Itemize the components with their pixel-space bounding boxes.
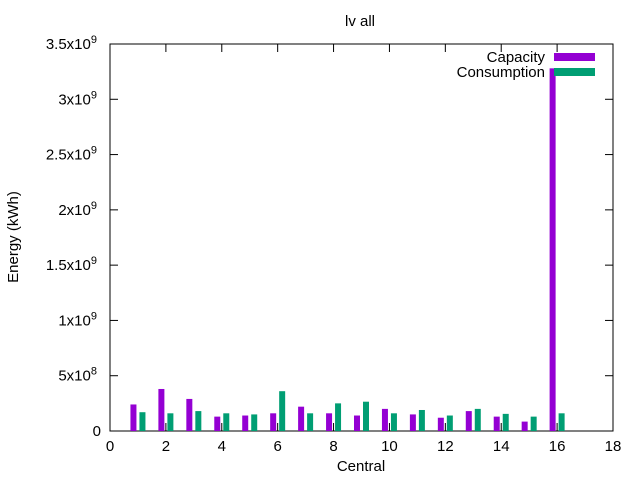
x-tick-label: 6 [273,438,281,455]
y-tick-label: 0 [93,423,101,440]
bar-consumption [279,391,286,431]
x-tick-label: 2 [162,438,170,455]
bar-consumption [502,413,509,431]
y-tick-exponent: 9 [91,200,97,212]
y-tick-label: 3x109 [58,89,97,108]
legend-swatch [554,68,595,76]
x-tick-label: 16 [549,438,566,455]
bar-capacity [437,417,444,431]
bar-consumption [195,411,202,431]
x-axis: 0 2 4 6 8 10 12 14 16 18 [106,44,622,455]
x-tick-label: 18 [605,438,622,455]
legend-swatch [554,53,595,61]
bar-consumption [446,415,453,431]
y-tick-exponent: 9 [91,255,97,267]
bar-consumption [167,413,174,431]
bar-consumption [558,413,565,431]
y-tick-exponent: 9 [91,34,97,46]
bar-capacity [465,411,472,431]
bar-consumption [251,414,258,431]
bar-capacity [521,421,528,431]
x-tick-label: 4 [218,438,226,455]
x-tick-label: 12 [437,438,454,455]
y-axis-label: Energy (kWh) [5,191,22,283]
bar-capacity [130,404,137,431]
y-tick-label: 2.5x109 [46,145,97,164]
bar-capacity [409,414,416,431]
bar-capacity [186,398,193,431]
bar-capacity [381,408,388,431]
bar-capacity [214,416,221,431]
bar-capacity [270,413,277,431]
legend-label: Consumption [457,64,545,81]
bar-consumption [530,416,537,431]
legend-label: Capacity [487,49,546,66]
y-tick-exponent: 9 [91,89,97,101]
y-tick-label: 1x109 [58,310,97,329]
bar-capacity [493,416,500,431]
bar-capacity [158,388,165,431]
y-tick-label: 3.5x109 [46,34,97,53]
y-tick-label: 5x108 [58,366,97,385]
bars [130,68,565,431]
y-tick-label: 1.5x109 [46,255,97,274]
plot-frame [109,43,614,432]
bar-capacity [242,415,249,431]
bar-consumption [335,403,342,431]
y-tick-exponent: 9 [91,310,97,322]
y-tick-exponent: 8 [91,366,97,378]
bar-consumption [474,408,481,431]
chart-title: lv all [345,13,375,30]
bar-consumption [307,413,314,431]
x-tick-label: 0 [106,438,114,455]
x-axis-label: Central [337,458,385,475]
bar-capacity [354,415,360,431]
bar-consumption [223,413,230,431]
bar-consumption [390,413,397,431]
y-tick-label: 2x109 [58,200,97,219]
x-tick-label: 8 [329,438,337,455]
bar-capacity [326,413,333,431]
x-tick-label: 10 [381,438,398,455]
bar-consumption [418,409,425,431]
bar-consumption [363,401,369,431]
y-tick-exponent: 9 [91,145,97,157]
bar-consumption [139,412,146,431]
bar-capacity [549,68,556,431]
y-axis: 0 5x108 1x109 1.5x109 2x109 2.5x109 3x109 3.5x1… [46,34,613,440]
bar-capacity [298,406,305,431]
x-tick-label: 14 [493,438,510,455]
